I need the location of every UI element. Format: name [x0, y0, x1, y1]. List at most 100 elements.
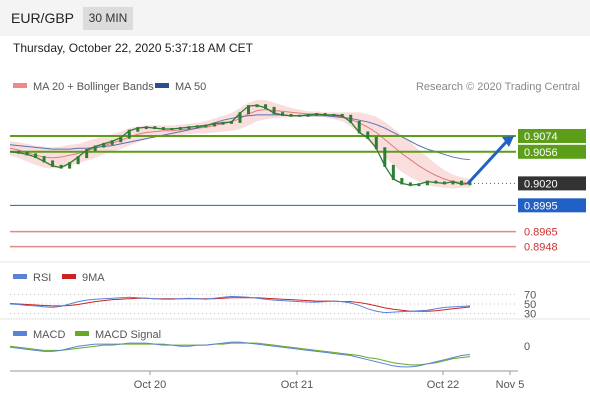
level-label: 0.8995: [524, 200, 558, 212]
chart-datetime: Thursday, October 22, 2020 5:37:18 AM CE…: [13, 41, 253, 55]
rsi-tick-label: 30: [524, 309, 536, 321]
bollinger-band: [10, 100, 470, 189]
price-candle: [434, 180, 438, 184]
level-label: 0.9074: [524, 131, 558, 143]
price-candle: [85, 149, 89, 159]
ma50-legend-swatch: [155, 83, 169, 88]
level-label-box: [518, 198, 586, 213]
level-label: 0.9056: [524, 147, 558, 159]
price-candle: [425, 180, 429, 186]
projection-arrowhead: [502, 135, 514, 147]
level-label-box: [518, 144, 586, 159]
price-candle: [221, 121, 225, 125]
price-candle: [340, 113, 344, 117]
price-candle: [366, 131, 370, 139]
price-candle: [212, 122, 216, 127]
price-candle: [332, 113, 336, 116]
price-candle: [264, 104, 268, 109]
level-label: 0.8965: [524, 227, 558, 239]
price-candle: [289, 113, 293, 117]
price-candle: [17, 150, 21, 154]
price-candle: [383, 147, 387, 167]
price-candle: [349, 114, 353, 123]
timeframe-button[interactable]: 30 MIN: [83, 7, 133, 30]
price-candle: [68, 162, 72, 169]
macd-legend: MACD MACD Signal: [13, 329, 161, 341]
price-candle: [238, 112, 242, 123]
ma9-legend-label: 9MA: [82, 272, 105, 284]
macd-legend-label: MACD: [33, 329, 65, 341]
currency-pair-title: EUR/GBP: [11, 10, 75, 26]
macd-tick-label: 0: [524, 341, 530, 353]
ma9-legend-swatch: [62, 274, 76, 279]
price-candle: [306, 113, 310, 117]
x-tick-label: Oct 21: [281, 379, 313, 391]
price-candle: [451, 180, 455, 185]
macd-signal-legend-label: MACD Signal: [95, 329, 161, 341]
macd-line: [9, 341, 471, 368]
rsi-legend: RSI 9MA: [13, 272, 105, 284]
rsi-legend-label: RSI: [33, 272, 51, 284]
price-candle: [391, 164, 395, 180]
price-candle: [272, 106, 276, 115]
price-candle: [102, 142, 106, 148]
price-candle: [93, 145, 97, 152]
macd-panel: 0: [9, 341, 530, 368]
price-candle: [119, 136, 123, 143]
price-candle: [459, 180, 463, 186]
price-candle: [247, 105, 251, 115]
rsi-line: [9, 295, 471, 314]
macd-signal-legend-swatch: [75, 331, 89, 336]
x-tick-label: Oct 20: [134, 379, 166, 391]
price-candle: [42, 156, 46, 163]
ma20-legend-swatch: [13, 83, 27, 88]
x-tick-label: Oct 22: [427, 379, 459, 391]
price-candle: [178, 127, 182, 130]
price-candle: [204, 124, 208, 128]
price-candle: [417, 183, 421, 187]
macd-legend-swatch: [13, 331, 27, 336]
price-candle: [76, 156, 80, 165]
x-tick-label: Nov 5: [496, 379, 525, 391]
price-candle: [153, 126, 157, 130]
price-candle: [400, 178, 404, 185]
price-candle: [229, 120, 233, 124]
price-candle: [468, 182, 472, 186]
level-label: 0.9020: [524, 178, 558, 190]
level-label-box: [518, 176, 586, 191]
rsi-legend-swatch: [13, 274, 27, 279]
price-candle: [323, 113, 327, 116]
ma20-legend-label: MA 20 + Bollinger Bands: [33, 81, 154, 93]
price-candle: [357, 120, 361, 134]
rsi-ma9-line: [9, 297, 471, 312]
rsi-tick-label: 70: [524, 289, 536, 301]
price-candle: [25, 151, 29, 156]
price-candle: [127, 129, 131, 139]
price-candle: [136, 127, 140, 132]
projection-arrow-shaft: [466, 138, 510, 185]
header-bar: EUR/GBP 30 MIN: [0, 0, 590, 36]
price-candle: [51, 160, 55, 167]
price-candle: [408, 182, 412, 187]
price-candle: [187, 126, 191, 130]
price-candle: [442, 181, 446, 185]
research-credit: Research © 2020 Trading Central: [416, 81, 580, 93]
price-candle: [34, 153, 38, 159]
price-candle: [195, 125, 199, 129]
macd-signal-line: [9, 342, 471, 366]
price-candle: [315, 113, 319, 116]
price-candle: [255, 104, 259, 108]
price-candle: [110, 140, 114, 145]
ma50-legend-label: MA 50: [175, 81, 206, 93]
price-candle: [170, 127, 174, 130]
main-legend: MA 20 + Bollinger Bands MA 50 Research ©…: [13, 81, 580, 93]
level-label-box: [518, 128, 586, 143]
price-candle: [298, 114, 302, 117]
x-axis: Oct 20 Oct 21 Oct 22 Nov 5: [10, 370, 525, 391]
price-candle: [374, 136, 378, 150]
price-candle: [281, 112, 285, 116]
rsi-tick-label: 50: [524, 299, 536, 311]
price-candle: [144, 126, 148, 130]
